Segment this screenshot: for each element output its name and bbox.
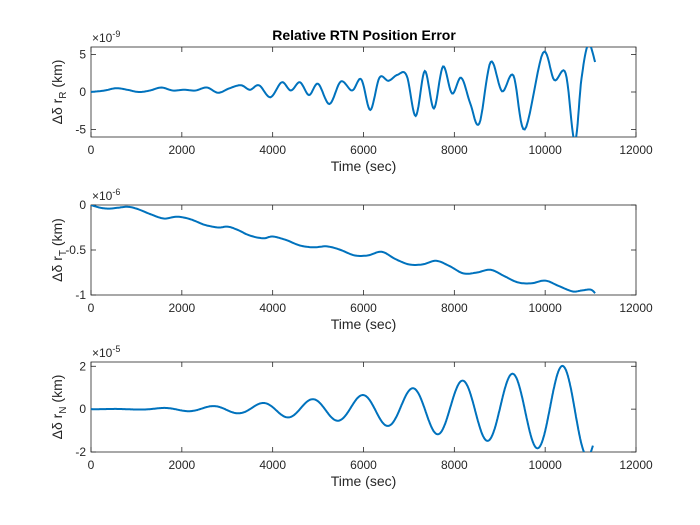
series-line	[91, 205, 596, 294]
x-tick-label: 6000	[350, 143, 377, 157]
x-tick-label: 12000	[619, 301, 653, 315]
subplot-r: 0 2000 4000 6000 8000 10000 12000-505×10-9Time…	[49, 29, 653, 174]
x-tick-label: 4000	[259, 301, 286, 315]
x-tick-label: 12000	[619, 143, 653, 157]
x-axis-label: Time (sec)	[331, 316, 397, 332]
x-tick-label: 0	[88, 458, 95, 472]
x-axis-label: Time (sec)	[331, 158, 397, 174]
y-tick-label: -0.5	[65, 243, 86, 257]
subplot-n: 0 2000 4000 6000 8000 10000 12000-202×10-5Time…	[49, 344, 653, 489]
x-tick-label: 12000	[619, 458, 653, 472]
x-tick-label: 10000	[528, 301, 562, 315]
y-exponent-label: ×10-5	[92, 344, 120, 360]
x-tick-label: 4000	[259, 143, 286, 157]
subplot-t: 0 2000 4000 6000 8000 10000 12000 -1 -0.5 0 ×10-6 T…	[49, 187, 653, 332]
axes-box	[90, 204, 637, 296]
series-line	[91, 364, 594, 452]
y-tick-label: 0	[79, 198, 86, 212]
x-tick-label: 2000	[168, 458, 195, 472]
y-axis-label: Δδ rR (km)	[49, 60, 69, 125]
chart-title: Relative RTN Position Error	[272, 27, 456, 43]
x-tick-label: 8000	[441, 458, 468, 472]
y-tick-label: -2	[75, 445, 86, 459]
x-tick-label: 10000	[528, 458, 562, 472]
x-tick-label: 0	[88, 143, 95, 157]
x-tick-label: 4000	[259, 458, 286, 472]
series-line	[91, 47, 597, 137]
axes-box	[90, 361, 637, 453]
axes-box	[90, 46, 637, 138]
x-tick-label: 6000	[350, 458, 377, 472]
x-axis-label: Time (sec)	[331, 473, 397, 489]
y-tick-label: -1	[75, 288, 86, 302]
y-exponent-label: ×10-9	[92, 29, 120, 45]
x-tick-label: 2000	[168, 301, 195, 315]
x-tick-label: 6000	[350, 301, 377, 315]
y-tick-label: 0	[79, 402, 86, 416]
x-tick-label: 8000	[441, 143, 468, 157]
y-tick-label: -5	[75, 123, 86, 137]
x-tick-label: 8000	[441, 301, 468, 315]
y-axis-label: Δδ rT (km)	[49, 218, 69, 282]
y-axis-label: Δδ rN (km)	[49, 375, 69, 440]
y-tick-label: 2	[79, 359, 86, 373]
x-tick-label: 2000	[168, 143, 195, 157]
x-tick-label: 10000	[528, 143, 562, 157]
x-tick-label: 0	[88, 301, 95, 315]
y-exponent-label: ×10-6	[92, 187, 120, 203]
y-tick-label: 0	[79, 85, 86, 99]
y-tick-label: 5	[79, 48, 86, 62]
